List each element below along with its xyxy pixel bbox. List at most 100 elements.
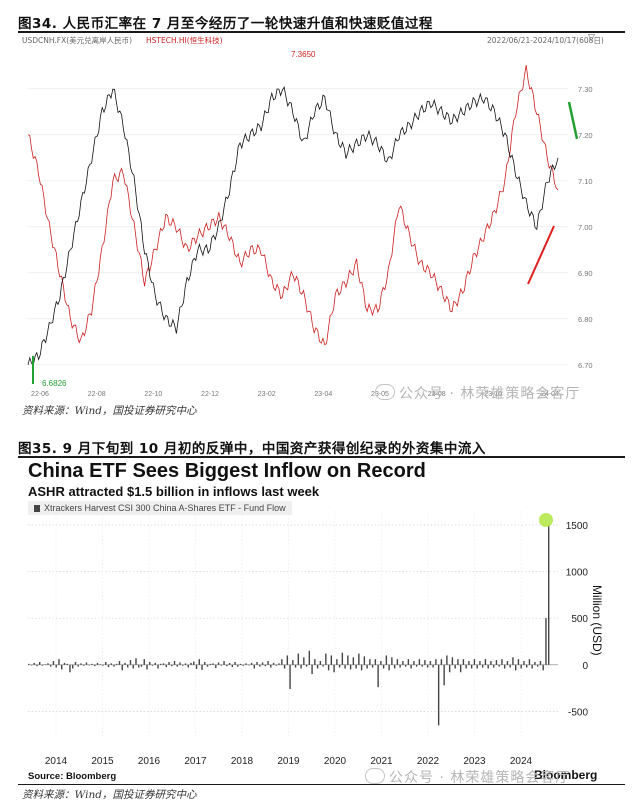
fig35-bar (347, 655, 349, 665)
fig35-bar (270, 664, 272, 668)
fig35-bar (110, 663, 112, 665)
fig35-bar (33, 662, 35, 665)
fig35-bar (132, 664, 134, 669)
fig35-bar (173, 661, 176, 665)
fig35-bar (523, 661, 525, 665)
figure35-chart: 1500 1000 500 0 -500 2014 2015 2016 2017 2018 201… (28, 511, 589, 767)
fig35-bar (52, 661, 55, 665)
fig35-bar (525, 664, 528, 668)
wechat-icon (375, 384, 395, 400)
fig35-bar (74, 661, 77, 665)
fig35-y-tick-label: 500 (571, 614, 588, 625)
fig35-bar (396, 659, 399, 665)
fig35-bar (363, 656, 366, 665)
fig35-bar (424, 660, 426, 665)
dropdown-icon[interactable]: ▽ (588, 33, 595, 43)
fig35-bar (534, 661, 536, 665)
fig35-bar (259, 664, 261, 667)
fig35-bar (385, 655, 388, 665)
fig35-bar (278, 663, 280, 665)
fig35-bar (41, 664, 44, 666)
fig35-bar (182, 664, 184, 666)
fig34-date-range: 2022/06/21-2024/10/17(608日) (487, 36, 604, 45)
fig35-x-tick-label: 2020 (324, 756, 347, 767)
fig35-bar (286, 655, 289, 665)
fig35-bar (355, 664, 357, 669)
fig35-bar (380, 661, 382, 665)
fig35-bar (426, 664, 429, 668)
fig35-bar (171, 664, 173, 667)
fig34-y-tick-label: 7.30 (578, 85, 593, 94)
fig35-x-tick-label: 2023 (463, 756, 486, 767)
fig35-bar (402, 661, 404, 665)
fig35-bar (435, 659, 437, 665)
fig35-bar (228, 662, 231, 665)
fig34-y-tick-label: 7.20 (578, 131, 593, 140)
fig35-bar (377, 664, 379, 688)
fig35-bar (184, 663, 187, 665)
bloomberg-chart-title: China ETF Sees Biggest Inflow on Record (28, 460, 426, 482)
fig35-bar (548, 524, 550, 665)
fig35-bar (245, 663, 247, 665)
fig35-bar (429, 661, 432, 665)
drop-arrow-green (567, 101, 579, 140)
fig35-bar (143, 659, 145, 665)
fig35-x-tick-label: 2014 (45, 756, 68, 767)
fig35-bar (77, 664, 79, 667)
fig34-legend-usdcnh: USDCNH.FX(美元兑离岸人民币) (22, 36, 133, 45)
fig34-x-tick-label: 22-06 (31, 391, 49, 398)
fig34-x-tick-label: 23-04 (314, 391, 332, 398)
fig35-bar (69, 664, 71, 673)
fig35-bar (289, 664, 291, 689)
fig35-bar (80, 663, 82, 665)
fig35-bar (514, 664, 517, 671)
fig35-bar (187, 664, 189, 668)
fig35-bar (107, 664, 110, 668)
fig35-bar (341, 652, 344, 665)
hstech-series-line (27, 65, 559, 346)
fig35-bar (492, 664, 495, 668)
fig35-bar (314, 659, 316, 665)
fig35-bar (476, 664, 478, 669)
fig35-bar (369, 659, 371, 665)
fig35-bar (195, 664, 198, 669)
fig35-bar (545, 618, 547, 665)
fig35-bar (360, 664, 363, 671)
fig35-bar (99, 664, 101, 665)
fig35-bar (61, 664, 63, 670)
fig35-bar (327, 664, 330, 671)
fig35-bar (481, 664, 484, 668)
fig34-x-tick-label: 23-02 (258, 391, 276, 398)
fig35-bar (338, 664, 341, 668)
fig35-bar (311, 664, 313, 675)
fig35-bar (160, 663, 162, 665)
fig35-bar (176, 664, 178, 667)
fig35-bar (55, 664, 57, 668)
figure34-title: 图34. 人民币汇率在 7 月至今经历了一轮快速升值和快速贬值过程 (18, 16, 433, 32)
fig35-bar (297, 653, 300, 665)
fig35-bar (484, 659, 487, 665)
fig35-y-tick-label: 1500 (566, 521, 589, 532)
fig35-bar (470, 664, 473, 669)
fig35-bar (36, 664, 38, 667)
fig35-bar (303, 657, 305, 665)
fig35-bar (457, 659, 459, 665)
fig35-bar (413, 661, 415, 665)
fig35-bar (468, 661, 470, 665)
fig35-bar (536, 664, 539, 667)
fig35-bar (212, 663, 214, 665)
fig35-bar (30, 664, 33, 666)
fig34-x-tick-label: 22-08 (88, 391, 106, 398)
fig35-bar (283, 664, 286, 669)
fig35-bar (542, 664, 544, 671)
fig35-bar (237, 664, 239, 667)
watermark-1: 公众号 · 林荣雄策略会客厅 (375, 383, 580, 403)
watermark-2: 公众号 · 林荣雄策略会客厅 (365, 767, 570, 787)
fig35-bar (127, 664, 129, 668)
fig35-bar (124, 662, 126, 665)
fig35-bar (393, 664, 396, 669)
fig35-bar (85, 662, 88, 665)
fig35-bar (399, 664, 401, 668)
figure35-top-rule (18, 456, 625, 458)
fig34-legend-hstech: HSTECH.HI(恒生科技) (146, 36, 223, 45)
